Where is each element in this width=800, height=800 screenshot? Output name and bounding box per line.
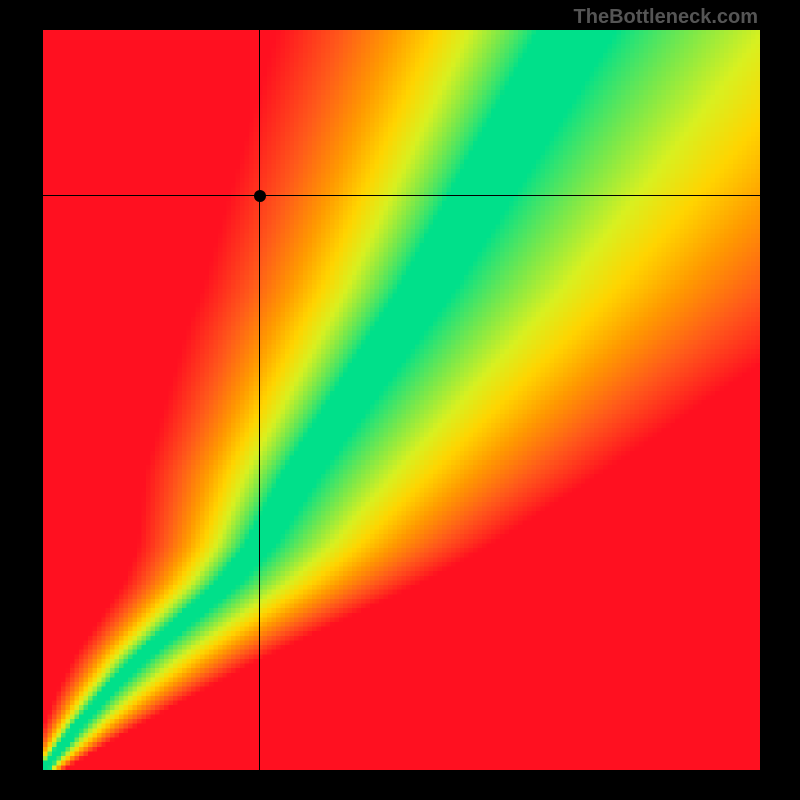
- heatmap-canvas: [43, 30, 760, 770]
- crosshair-vertical: [259, 30, 260, 770]
- heatmap-plot: [43, 30, 760, 770]
- crosshair-marker-dot: [254, 190, 266, 202]
- watermark-text: TheBottleneck.com: [574, 6, 758, 29]
- crosshair-horizontal: [43, 195, 760, 196]
